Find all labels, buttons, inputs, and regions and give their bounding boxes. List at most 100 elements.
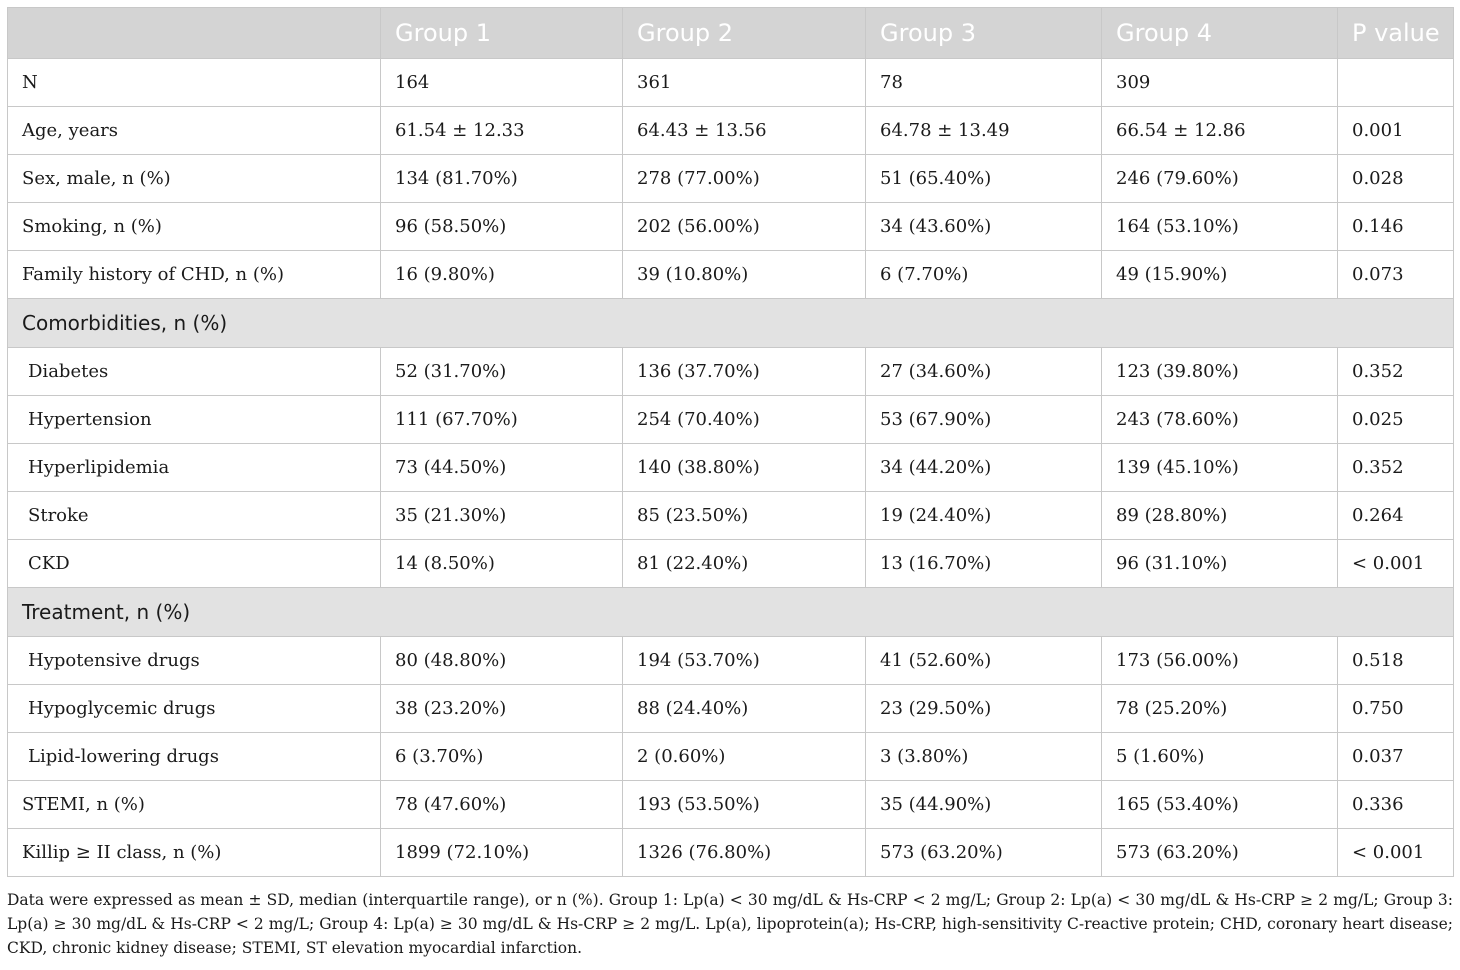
cell-group-4: 173 (56.00%) (1101, 636, 1338, 685)
row-label: Stroke (7, 491, 381, 540)
cell-group-4: 309 (1101, 58, 1338, 107)
table-row: N 164 361 78 309 (7, 58, 1454, 107)
cell-group-4: 243 (78.60%) (1101, 395, 1338, 444)
cell-group-1: 164 (380, 58, 623, 107)
header-group-1: Group 1 (380, 7, 623, 59)
table-row: Lipid-lowering drugs 6 (3.70%) 2 (0.60%) 3 … (7, 732, 1454, 781)
cell-group-3: 23 (29.50%) (865, 684, 1102, 733)
cell-group-2: 136 (37.70%) (622, 347, 866, 396)
cell-group-4: 96 (31.10%) (1101, 539, 1338, 588)
cell-p-value: 0.037 (1337, 732, 1454, 781)
header-group-3: Group 3 (865, 7, 1102, 59)
header-p-value: P value (1337, 7, 1454, 59)
cell-p-value: 0.518 (1337, 636, 1454, 685)
cell-group-4: 5 (1.60%) (1101, 732, 1338, 781)
table-row: STEMI, n (%) 78 (47.60%) 193 (53.50%) 35 (4… (7, 780, 1454, 829)
cell-p-value: 0.352 (1337, 443, 1454, 492)
cell-group-3: 19 (24.40%) (865, 491, 1102, 540)
table-row: Stroke 35 (21.30%) 85 (23.50%) 19 (24.40%) 8… (7, 491, 1454, 540)
row-label: Killip ≥ II class, n (%) (7, 828, 381, 877)
cell-group-1: 38 (23.20%) (380, 684, 623, 733)
cell-group-1: 134 (81.70%) (380, 154, 623, 203)
cell-group-3: 34 (44.20%) (865, 443, 1102, 492)
cell-p-value: < 0.001 (1337, 539, 1454, 588)
table-row: Age, years 61.54 ± 12.33 64.43 ± 13.56 64.7… (7, 106, 1454, 155)
cell-group-2: 88 (24.40%) (622, 684, 866, 733)
row-label: Hypoglycemic drugs (7, 684, 381, 733)
cell-group-3: 78 (865, 58, 1102, 107)
cell-group-3: 13 (16.70%) (865, 539, 1102, 588)
table-row: Hypertension 111 (67.70%) 254 (70.40%) 53 (… (7, 395, 1454, 444)
cell-p-value: < 0.001 (1337, 828, 1454, 877)
cell-group-3: 41 (52.60%) (865, 636, 1102, 685)
cell-group-4: 139 (45.10%) (1101, 443, 1338, 492)
table-header-row: Group 1 Group 2 Group 3 Group 4 P value (7, 7, 1454, 59)
cell-group-4: 123 (39.80%) (1101, 347, 1338, 396)
row-label: Lipid-lowering drugs (7, 732, 381, 781)
cell-group-1: 1899 (72.10%) (380, 828, 623, 877)
table-row: Family history of CHD, n (%) 16 (9.80%) 39… (7, 250, 1454, 299)
cell-group-1: 78 (47.60%) (380, 780, 623, 829)
section-title: Comorbidities, n (%) (7, 298, 1454, 348)
row-label: Hypertension (7, 395, 381, 444)
row-label: STEMI, n (%) (7, 780, 381, 829)
section-title: Treatment, n (%) (7, 587, 1454, 637)
cell-group-2: 194 (53.70%) (622, 636, 866, 685)
cell-group-1: 52 (31.70%) (380, 347, 623, 396)
cell-group-3: 573 (63.20%) (865, 828, 1102, 877)
cell-group-4: 66.54 ± 12.86 (1101, 106, 1338, 155)
cell-group-4: 49 (15.90%) (1101, 250, 1338, 299)
cell-group-4: 165 (53.40%) (1101, 780, 1338, 829)
table-row: Hypoglycemic drugs 38 (23.20%) 88 (24.40%)… (7, 684, 1454, 733)
cell-group-1: 96 (58.50%) (380, 202, 623, 251)
table-row: Killip ≥ II class, n (%) 1899 (72.10%) 132… (7, 828, 1454, 877)
table-row: CKD 14 (8.50%) 81 (22.40%) 13 (16.70%) 96 (3… (7, 539, 1454, 588)
cell-group-1: 14 (8.50%) (380, 539, 623, 588)
table-row: Hyperlipidemia 73 (44.50%) 140 (38.80%) 34 … (7, 443, 1454, 492)
cell-p-value (1337, 58, 1454, 107)
cell-group-1: 111 (67.70%) (380, 395, 623, 444)
cell-group-2: 81 (22.40%) (622, 539, 866, 588)
cell-p-value: 0.001 (1337, 106, 1454, 155)
header-label-column (7, 7, 381, 59)
cell-p-value: 0.146 (1337, 202, 1454, 251)
table-row: Diabetes 52 (31.70%) 136 (37.70%) 27 (34.60… (7, 347, 1454, 396)
cell-group-3: 34 (43.60%) (865, 202, 1102, 251)
section-header-row: Comorbidities, n (%) (7, 298, 1454, 348)
table-row: Hypotensive drugs 80 (48.80%) 194 (53.70%)… (7, 636, 1454, 685)
row-label: N (7, 58, 381, 107)
row-label: Hyperlipidemia (7, 443, 381, 492)
row-label: Age, years (7, 106, 381, 155)
row-label: Smoking, n (%) (7, 202, 381, 251)
cell-group-2: 202 (56.00%) (622, 202, 866, 251)
cell-group-3: 35 (44.90%) (865, 780, 1102, 829)
cell-group-2: 85 (23.50%) (622, 491, 866, 540)
cell-group-2: 64.43 ± 13.56 (622, 106, 866, 155)
row-label: Family history of CHD, n (%) (7, 250, 381, 299)
cell-group-3: 27 (34.60%) (865, 347, 1102, 396)
cell-group-2: 361 (622, 58, 866, 107)
cell-group-4: 89 (28.80%) (1101, 491, 1338, 540)
cell-group-3: 53 (67.90%) (865, 395, 1102, 444)
cell-group-2: 2 (0.60%) (622, 732, 866, 781)
section-header-row: Treatment, n (%) (7, 587, 1454, 637)
cell-p-value: 0.750 (1337, 684, 1454, 733)
cell-group-1: 73 (44.50%) (380, 443, 623, 492)
cell-group-1: 61.54 ± 12.33 (380, 106, 623, 155)
cell-group-2: 1326 (76.80%) (622, 828, 866, 877)
cell-group-1: 35 (21.30%) (380, 491, 623, 540)
cell-group-4: 573 (63.20%) (1101, 828, 1338, 877)
row-label: Diabetes (7, 347, 381, 396)
cell-group-2: 140 (38.80%) (622, 443, 866, 492)
cell-p-value: 0.073 (1337, 250, 1454, 299)
header-group-2: Group 2 (622, 7, 866, 59)
cell-group-1: 16 (9.80%) (380, 250, 623, 299)
cell-p-value: 0.352 (1337, 347, 1454, 396)
cell-group-4: 246 (79.60%) (1101, 154, 1338, 203)
cell-group-4: 78 (25.20%) (1101, 684, 1338, 733)
cell-group-1: 80 (48.80%) (380, 636, 623, 685)
table-row: Smoking, n (%) 96 (58.50%) 202 (56.00%) 34 … (7, 202, 1454, 251)
table-row: Sex, male, n (%) 134 (81.70%) 278 (77.00%)… (7, 154, 1454, 203)
row-label: CKD (7, 539, 381, 588)
cell-group-4: 164 (53.10%) (1101, 202, 1338, 251)
